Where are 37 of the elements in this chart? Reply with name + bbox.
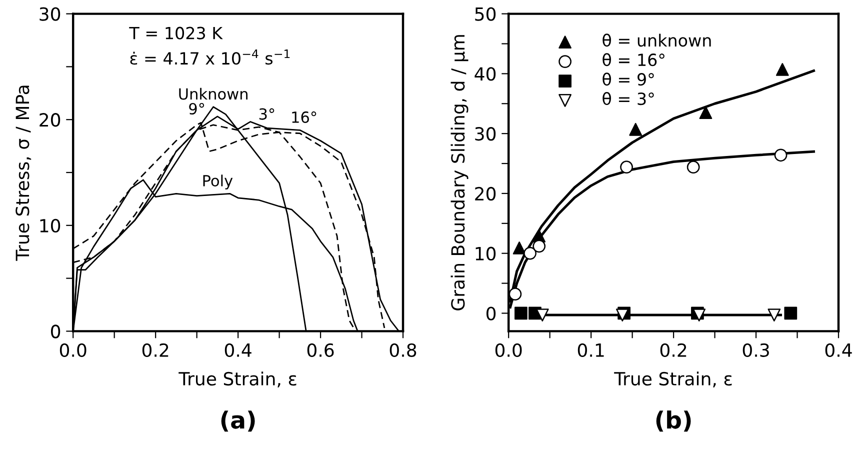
annotation: Poly — [203, 174, 233, 190]
y-tick-label: 30 — [40, 7, 60, 21]
y-tick-label: 20 — [475, 186, 496, 201]
annotation: 9° — [189, 102, 204, 115]
text: (b) — [656, 410, 691, 432]
x-tick-label: 0.2 — [660, 343, 686, 357]
text: (a) — [221, 410, 255, 432]
x-tick-label: 0.0 — [60, 343, 86, 357]
x-axis-title: True Strain, ε — [614, 372, 732, 388]
x-tick-label: 0.4 — [825, 343, 852, 357]
y-tick-label: 20 — [40, 113, 60, 127]
y-tick-label: 10 — [40, 218, 60, 233]
annotation: 3° — [259, 108, 274, 120]
legend-label: θ = 16° — [602, 53, 664, 66]
x-tick-label: 0.1 — [578, 343, 604, 357]
x-tick-label: 0.3 — [742, 343, 769, 357]
x-tick-label: 0.8 — [390, 343, 416, 357]
legend-label: θ = 9° — [602, 72, 654, 86]
annotation: Unknown — [179, 88, 248, 100]
annotation: 16° — [292, 111, 316, 123]
y-tick-label: 50 — [475, 7, 496, 21]
x-axis-title: True Strain, ε — [178, 372, 296, 388]
x-tick-label: 0.4 — [224, 343, 252, 357]
y-tick-label: 30 — [475, 127, 496, 141]
y-tick-label: 0 — [50, 324, 60, 338]
legend-label: θ = 3° — [602, 92, 654, 106]
x-tick-label: 0.2 — [142, 343, 168, 357]
annotation: ε̇ = 4.17 x 10$^{−4}$ s$^{−1}$ — [130, 50, 290, 65]
y-axis-title: Grain Boundary Sliding, d / µm — [450, 35, 468, 310]
y-tick-label: 10 — [476, 246, 496, 260]
x-tick-label: 0.6 — [307, 343, 334, 357]
x-tick-label: 0.0 — [495, 343, 522, 357]
y-axis-title: True Stress, σ / MPa — [16, 86, 32, 261]
annotation: T = 1023 K — [129, 26, 223, 40]
y-tick-label: 40 — [474, 67, 496, 81]
y-tick-label: 0 — [486, 306, 496, 320]
legend-label: θ = unknown — [602, 34, 711, 47]
